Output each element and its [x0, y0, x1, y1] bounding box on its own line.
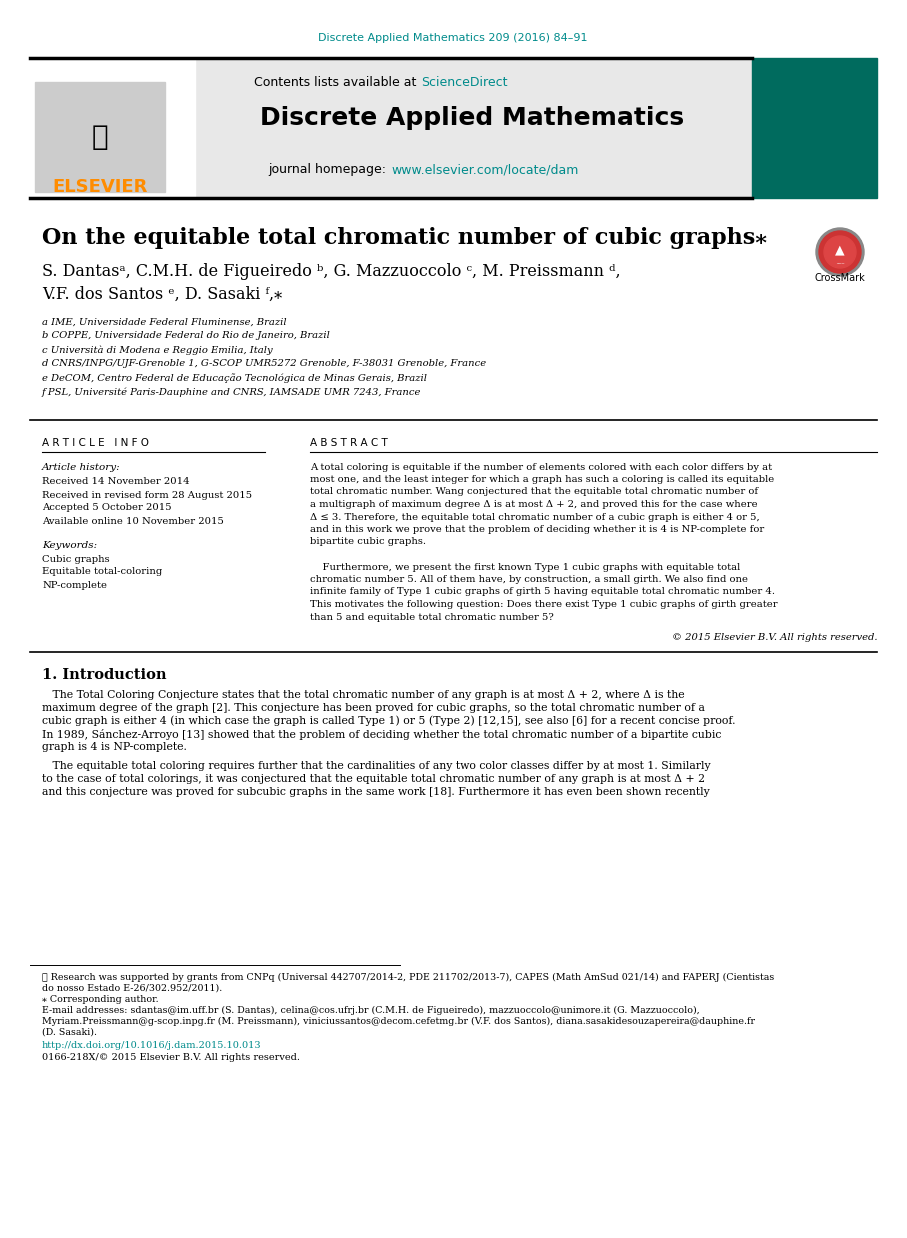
Text: Discrete Applied Mathematics 209 (2016) 84–91: Discrete Applied Mathematics 209 (2016) … [318, 33, 588, 43]
Text: Furthermore, we present the first known Type 1 cubic graphs with equitable total: Furthermore, we present the first known … [310, 562, 740, 572]
Text: 1. Introduction: 1. Introduction [42, 669, 167, 682]
Text: NP-complete: NP-complete [42, 581, 107, 589]
Text: d CNRS/INPG/UJF-Grenoble 1, G-SCOP UMR5272 Grenoble, F-38031 Grenoble, France: d CNRS/INPG/UJF-Grenoble 1, G-SCOP UMR52… [42, 359, 486, 369]
Text: total chromatic number. Wang conjectured that the equitable total chromatic numb: total chromatic number. Wang conjectured… [310, 488, 758, 496]
Text: A R T I C L E   I N F O: A R T I C L E I N F O [42, 438, 149, 448]
Text: E-mail addresses: sdantas@im.uff.br (S. Dantas), celina@cos.ufrj.br (C.M.H. de F: E-mail addresses: sdantas@im.uff.br (S. … [42, 1005, 699, 1015]
Text: ScienceDirect: ScienceDirect [421, 77, 508, 89]
Text: infinite family of Type 1 cubic graphs of girth 5 having equitable total chromat: infinite family of Type 1 cubic graphs o… [310, 588, 775, 597]
Text: and in this work we prove that the problem of deciding whether it is 4 is NP-com: and in this work we prove that the probl… [310, 525, 765, 534]
Text: ★ Research was supported by grants from CNPq (Universal 442707/2014-2, PDE 21170: ★ Research was supported by grants from … [42, 972, 775, 982]
Text: Equitable total-coloring: Equitable total-coloring [42, 567, 162, 577]
Text: ___: ___ [836, 259, 844, 264]
Text: This motivates the following question: Does there exist Type 1 cubic graphs of g: This motivates the following question: D… [310, 600, 777, 609]
Text: Received 14 November 2014: Received 14 November 2014 [42, 478, 190, 487]
Text: c Università di Modena e Reggio Emilia, Italy: c Università di Modena e Reggio Emilia, … [42, 345, 273, 355]
Text: journal homepage:: journal homepage: [268, 163, 390, 177]
Text: Myriam.Preissmann@g-scop.inpg.fr (M. Preissmann), viniciussantos@decom.cefetmg.b: Myriam.Preissmann@g-scop.inpg.fr (M. Pre… [42, 1016, 755, 1025]
Text: A B S T R A C T: A B S T R A C T [310, 438, 388, 448]
Text: to the case of total colorings, it was conjectured that the equitable total chro: to the case of total colorings, it was c… [42, 774, 705, 784]
Text: most one, and the least integer for which a graph has such a coloring is called : most one, and the least integer for whic… [310, 475, 775, 484]
Text: S. Dantasᵃ, C.M.H. de Figueiredo ᵇ, G. Mazzuoccolo ᶜ, M. Preissmann ᵈ,: S. Dantasᵃ, C.M.H. de Figueiredo ᵇ, G. M… [42, 264, 620, 281]
Text: Accepted 5 October 2015: Accepted 5 October 2015 [42, 504, 171, 513]
Text: f PSL, Université Paris-Dauphine and CNRS, IAMSADE UMR 7243, France: f PSL, Université Paris-Dauphine and CNR… [42, 387, 422, 396]
Text: b COPPE, Universidade Federal do Rio de Janeiro, Brazil: b COPPE, Universidade Federal do Rio de … [42, 332, 330, 340]
Text: chromatic number 5. All of them have, by construction, a small girth. We also fi: chromatic number 5. All of them have, by… [310, 574, 748, 584]
Circle shape [824, 236, 856, 267]
Bar [752, 58, 877, 198]
Text: http://dx.doi.org/10.1016/j.dam.2015.10.013: http://dx.doi.org/10.1016/j.dam.2015.10.… [42, 1040, 261, 1050]
Circle shape [819, 232, 861, 274]
Text: e DeCOM, Centro Federal de Educação Tecnológica de Minas Gerais, Brazil: e DeCOM, Centro Federal de Educação Tecn… [42, 373, 427, 383]
Bar [35, 82, 165, 192]
Text: ELSEVIER: ELSEVIER [53, 178, 148, 196]
Text: Cubic graphs: Cubic graphs [42, 555, 110, 563]
Circle shape [816, 228, 864, 276]
Text: a multigraph of maximum degree Δ is at most Δ + 2, and proved this for the case : a multigraph of maximum degree Δ is at m… [310, 500, 757, 509]
Text: Contents lists available at: Contents lists available at [254, 77, 420, 89]
Text: The equitable total coloring requires further that the cardinalities of any two : The equitable total coloring requires fu… [42, 761, 710, 771]
Text: CrossMark: CrossMark [814, 274, 865, 284]
Text: cubic graph is either 4 (in which case the graph is called Type 1) or 5 (Type 2): cubic graph is either 4 (in which case t… [42, 716, 736, 727]
Text: and this conjecture was proved for subcubic graphs in the same work [18]. Furthe: and this conjecture was proved for subcu… [42, 787, 710, 797]
Bar [195, 58, 752, 198]
Text: V.F. dos Santos ᵉ, D. Sasaki ᶠ,⁎: V.F. dos Santos ᵉ, D. Sasaki ᶠ,⁎ [42, 286, 282, 302]
Text: Discrete Applied Mathematics: Discrete Applied Mathematics [260, 106, 684, 130]
Text: In 1989, Sánchez-Arroyo [13] showed that the problem of deciding whether the tot: In 1989, Sánchez-Arroyo [13] showed that… [42, 728, 721, 739]
Text: Article history:: Article history: [42, 463, 121, 472]
Text: do nosso Estado E-26/302.952/2011).: do nosso Estado E-26/302.952/2011). [42, 983, 222, 993]
Text: bipartite cubic graphs.: bipartite cubic graphs. [310, 537, 426, 546]
Text: than 5 and equitable total chromatic number 5?: than 5 and equitable total chromatic num… [310, 613, 554, 621]
Text: 🌳: 🌳 [92, 123, 108, 151]
Text: a IME, Universidade Federal Fluminense, Brazil: a IME, Universidade Federal Fluminense, … [42, 317, 287, 327]
Bar [30, 58, 195, 198]
Text: A total coloring is equitable if the number of elements colored with each color : A total coloring is equitable if the num… [310, 463, 772, 472]
Text: graph is 4 is NP-complete.: graph is 4 is NP-complete. [42, 742, 187, 751]
Text: maximum degree of the graph [2]. This conjecture has been proved for cubic graph: maximum degree of the graph [2]. This co… [42, 703, 705, 713]
Text: On the equitable total chromatic number of cubic graphs⁎: On the equitable total chromatic number … [42, 227, 767, 249]
Text: ⁎ Corresponding author.: ⁎ Corresponding author. [42, 994, 159, 1004]
Text: Received in revised form 28 August 2015: Received in revised form 28 August 2015 [42, 490, 252, 499]
Text: The Total Coloring Conjecture states that the total chromatic number of any grap: The Total Coloring Conjecture states tha… [42, 690, 685, 699]
Text: Keywords:: Keywords: [42, 541, 97, 550]
Text: 0166-218X/© 2015 Elsevier B.V. All rights reserved.: 0166-218X/© 2015 Elsevier B.V. All right… [42, 1052, 300, 1061]
Text: Available online 10 November 2015: Available online 10 November 2015 [42, 516, 224, 525]
Text: © 2015 Elsevier B.V. All rights reserved.: © 2015 Elsevier B.V. All rights reserved… [671, 634, 877, 643]
Text: Δ ≤ 3. Therefore, the equitable total chromatic number of a cubic graph is eithe: Δ ≤ 3. Therefore, the equitable total ch… [310, 513, 760, 521]
Text: ▲: ▲ [835, 244, 844, 256]
Text: (D. Sasaki).: (D. Sasaki). [42, 1028, 97, 1036]
Text: www.elsevier.com/locate/dam: www.elsevier.com/locate/dam [391, 163, 579, 177]
